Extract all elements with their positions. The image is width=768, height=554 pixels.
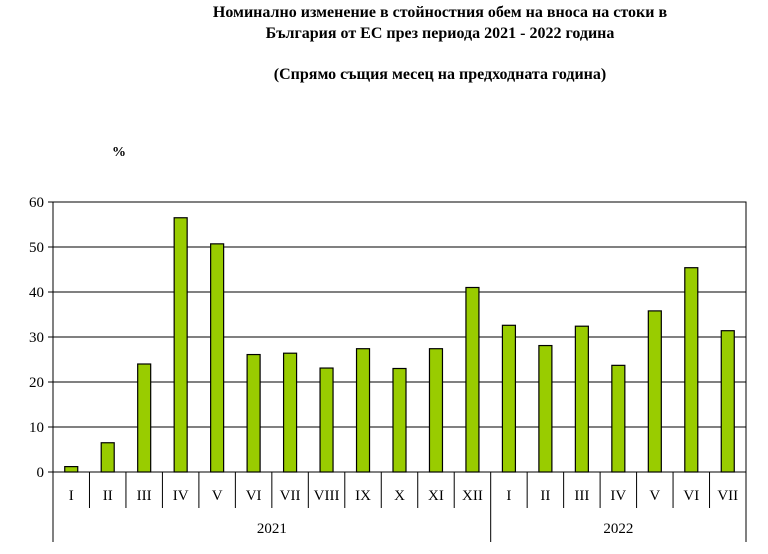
bar [720,330,735,473]
x-tick-label: IX [355,488,371,504]
y-tick-label: 60 [29,195,44,211]
y-tick-label: 30 [29,330,44,346]
bar [100,442,115,473]
x-tick-label: VI [683,488,699,504]
bar [647,310,662,473]
x-tick-label: VI [246,488,262,504]
chart-title-line-2: България от ЕС през периода 2021 - 2022 … [265,25,615,42]
x-tick-label: VIII [314,488,340,504]
x-tick-label: X [394,488,405,504]
bar [355,348,371,473]
x-tick-label: XII [462,488,483,504]
x-tick-label: I [506,488,511,504]
x-tick-label: II [103,488,113,504]
year-group-labels: 2021 2022 [257,521,634,537]
bar [137,363,152,473]
bar [684,267,699,473]
bar [538,344,553,473]
x-tick-label: III [137,488,152,504]
y-tick-label: 40 [29,285,44,301]
bar [428,348,444,473]
chart-title-line-1: Номинално изменение в стойностния обем н… [212,4,668,21]
axes [48,201,747,542]
group-label: 2022 [603,521,633,537]
bar [611,364,626,473]
y-tick-label: 50 [29,240,44,256]
y-tick-labels: 0 10 20 30 40 50 60 [29,195,44,481]
chart-title: Номинално изменение в стойностния обем н… [120,2,760,44]
y-tick-label: 10 [29,420,44,436]
bar [319,367,334,473]
bar [246,353,261,473]
bar [282,352,298,473]
bar [392,367,407,473]
gridlines [53,246,746,428]
bar [501,324,517,473]
group-label: 2021 [257,521,287,537]
x-tick-label: II [540,488,550,504]
y-tick-label: 0 [37,465,45,481]
x-tick-label: VII [280,488,301,504]
bar [574,325,589,473]
y-axis-unit-label: % [112,145,126,160]
y-tick-label: 20 [29,375,44,391]
bars [64,217,735,473]
x-tick-label: IV [173,488,189,504]
bar [210,243,225,473]
x-tick-label: V [212,488,223,504]
x-tick-labels: I II III IV V VI VII VIII IX X XI XII I II III IV V VI VII [69,488,738,504]
x-tick-label: I [69,488,74,504]
x-tick-label: III [574,488,589,504]
x-tick-label: XI [428,488,444,504]
x-tick-label: IV [610,488,626,504]
x-tick-label: V [649,488,660,504]
x-tick-label: VII [717,488,738,504]
bar [465,286,480,473]
chart-subtitle: (Спрямо същия месец на предходната годин… [273,66,607,83]
bar [173,217,188,473]
bar [64,466,79,473]
